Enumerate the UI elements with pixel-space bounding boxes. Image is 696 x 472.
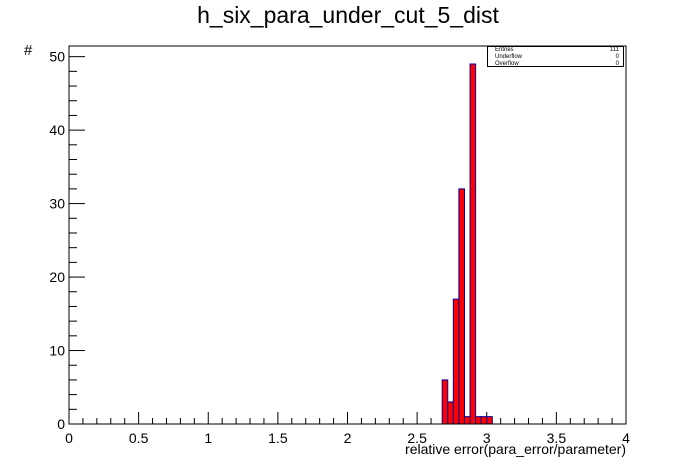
histogram-bar bbox=[452, 298, 460, 425]
stats-box: Entries 111 Underflow 0 Overflow 0 bbox=[487, 46, 624, 67]
x-tick-label: 3 bbox=[483, 430, 491, 446]
histogram-bar bbox=[480, 416, 488, 425]
stats-label: Underflow bbox=[495, 54, 523, 60]
stats-row-underflow: Underflow 0 bbox=[488, 54, 623, 61]
x-tick-label: 2 bbox=[344, 430, 352, 446]
histogram-bar bbox=[475, 416, 482, 425]
stats-value: 111 bbox=[609, 47, 619, 53]
plot-frame bbox=[68, 45, 627, 425]
stats-value: 0 bbox=[615, 54, 619, 60]
y-axis-label: # bbox=[24, 42, 33, 59]
stats-value: 0 bbox=[615, 61, 619, 67]
y-tick-label: 30 bbox=[49, 196, 65, 212]
histogram-bar bbox=[441, 379, 449, 425]
y-tick-label: 0 bbox=[57, 416, 65, 432]
x-axis-label: relative error(para_error/parameter) bbox=[405, 441, 626, 457]
stats-label: Overflow bbox=[495, 61, 519, 67]
y-tick-label: 50 bbox=[49, 49, 65, 65]
x-tick-label: 0 bbox=[65, 430, 73, 446]
axis-ticks bbox=[68, 56, 627, 425]
x-tick-label: 1 bbox=[204, 430, 212, 446]
x-tick-label: 4 bbox=[622, 430, 630, 446]
histogram-bar bbox=[469, 63, 477, 425]
x-tick-label: 2.5 bbox=[407, 430, 427, 446]
y-tick-label: 20 bbox=[49, 269, 65, 285]
chart-title: h_six_para_under_cut_5_dist bbox=[197, 2, 499, 28]
x-tick-label: 3.5 bbox=[547, 430, 567, 446]
y-tick-label: 40 bbox=[49, 122, 65, 138]
stats-label: Entries bbox=[495, 47, 514, 53]
x-tick-label: 0.5 bbox=[129, 430, 149, 446]
y-tick-label: 10 bbox=[49, 343, 65, 359]
x-tick-label: 1.5 bbox=[268, 430, 288, 446]
histogram-bar bbox=[447, 401, 454, 425]
histogram-bar bbox=[486, 416, 493, 425]
stats-row-entries: Entries 111 bbox=[488, 47, 623, 54]
histogram-bar bbox=[463, 416, 471, 425]
histogram-bars bbox=[441, 63, 493, 425]
histogram-bar bbox=[458, 188, 465, 425]
stats-row-overflow: Overflow 0 bbox=[488, 61, 623, 68]
